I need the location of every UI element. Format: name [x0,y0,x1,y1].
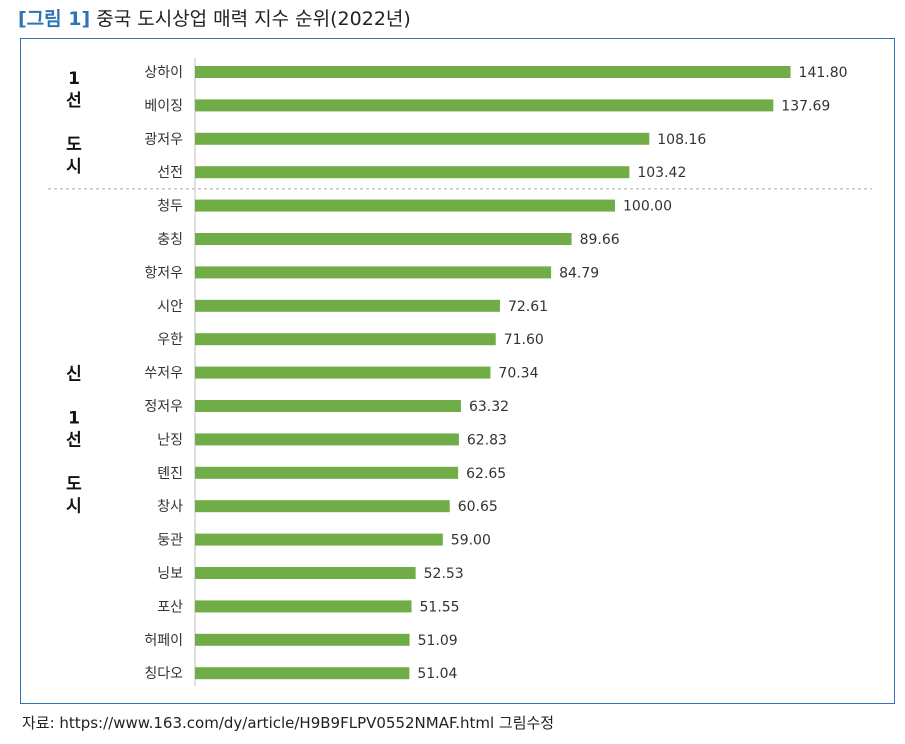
group-label-char: 선 [66,91,82,111]
value-label: 72.61 [508,299,548,315]
bar [195,66,791,78]
value-label: 60.65 [458,499,498,515]
chart-title: 중국 도시상업 매력 지수 순위(2022년) [96,8,411,30]
bar [195,333,496,346]
value-label: 59.00 [451,533,491,549]
category-label: 선전 [157,165,183,181]
value-label: 71.60 [504,332,544,348]
category-label: 정저우 [144,399,183,415]
bar [195,233,572,245]
category-label: 베이징 [144,98,183,114]
category-label: 난징 [157,432,183,448]
group-label-char: 1 [68,408,80,428]
value-label: 70.34 [498,366,538,382]
figure-caption: [그림 1] 중국 도시상업 매력 지수 순위(2022년) [18,4,411,31]
category-label: 항저우 [144,265,183,281]
category-label: 시안 [157,299,183,315]
bar [195,400,461,412]
bar [195,433,459,446]
category-label: 청두 [157,199,183,215]
category-label: 쑤저우 [144,366,183,382]
figure-number: [그림 1] [18,8,91,30]
chart-frame [20,38,895,704]
category-label: 허페이 [144,633,183,649]
bar [195,366,491,379]
bar [195,500,450,513]
category-label: 우한 [157,332,183,348]
category-label: 상하이 [144,65,183,81]
value-label: 62.83 [467,432,507,448]
bar [195,199,615,212]
bar [195,166,630,179]
value-label: 52.53 [424,566,464,582]
value-label: 103.42 [637,165,686,181]
group-label-char: 1 [68,69,80,89]
bar [195,299,500,312]
value-label: 84.79 [559,265,599,281]
source-note: 자료: https://www.163.com/dy/article/H9B9F… [22,714,555,732]
value-label: 141.80 [799,65,848,81]
bar [195,533,443,546]
group-label-char: 도 [66,135,82,155]
bar [195,600,412,613]
bar [195,633,410,646]
category-label: 포산 [157,599,183,615]
category-label: 충칭 [157,232,183,248]
category-label: 톈진 [157,466,183,482]
value-label: 108.16 [657,132,706,148]
group-label-char: 도 [66,474,82,494]
bar [195,99,774,112]
category-label: 닝보 [157,566,183,582]
bar [195,466,459,479]
bar [195,567,416,579]
value-label: 137.69 [781,98,830,114]
group-label-char: 시 [66,496,82,516]
group-label-char: 신 [66,364,82,384]
value-label: 62.65 [466,466,506,482]
category-label: 광저우 [144,132,183,148]
category-label: 칭다오 [144,666,183,682]
bar [195,667,410,680]
bar [195,132,650,145]
bar [195,266,552,279]
value-label: 100.00 [623,199,672,215]
value-label: 89.66 [580,232,620,248]
category-label: 창사 [157,499,183,515]
value-label: 51.04 [417,666,457,682]
category-label: 둥관 [157,533,183,549]
value-label: 51.09 [418,633,458,649]
value-label: 51.55 [420,599,460,615]
value-label: 63.32 [469,399,509,415]
group-label-char: 시 [66,157,82,177]
group-label-char: 선 [66,430,82,450]
